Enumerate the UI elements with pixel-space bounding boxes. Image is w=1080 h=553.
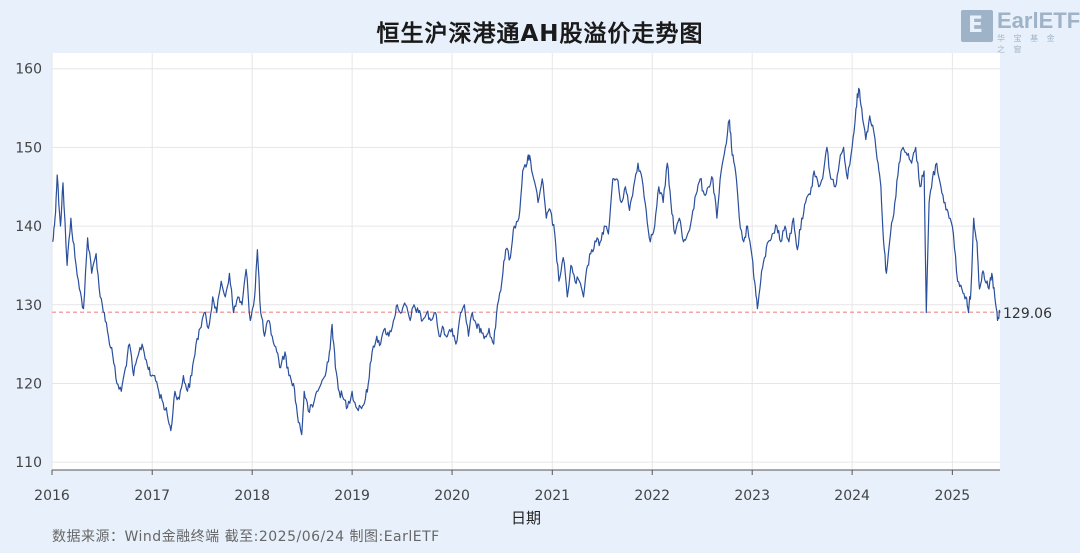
y-tick-label: 140 [15,219,42,235]
x-tick-label: 2025 [935,488,971,504]
x-tick-label: 2016 [34,488,70,504]
x-tick-label: 2024 [834,488,870,504]
x-tick-label: 2022 [634,488,670,504]
x-tick-label: 2019 [334,488,370,504]
x-tick-label: 2018 [234,488,270,504]
x-tick-label: 2021 [534,488,570,504]
x-axis-label: 日期 [511,509,541,527]
y-tick-label: 150 [15,140,42,156]
plot-area [52,53,1000,470]
y-tick-label: 110 [15,455,42,471]
series-line [52,87,1001,436]
y-tick-label: 130 [15,298,42,314]
y-tick-label: 160 [15,62,42,78]
logo-subtext: 华 宝 基 金 之 窗 [997,34,1058,54]
y-tick-label: 120 [15,376,42,392]
logo-text: EarlETF [997,8,1080,33]
source-note: 数据来源：Wind金融终端 截至:2025/06/24 制图:EarlETF [52,529,440,545]
x-tick-label: 2017 [134,488,170,504]
chart-title: 恒生沪深港通AH股溢价走势图 [376,21,704,47]
x-tick-label: 2023 [734,488,770,504]
x-tick-label: 2020 [434,488,470,504]
logo-mark-icon: E [961,10,993,42]
reference-line-label: 129.06 [1003,306,1052,322]
earletf-logo: E EarlETF 华 宝 基 金 之 窗 [961,8,1080,54]
